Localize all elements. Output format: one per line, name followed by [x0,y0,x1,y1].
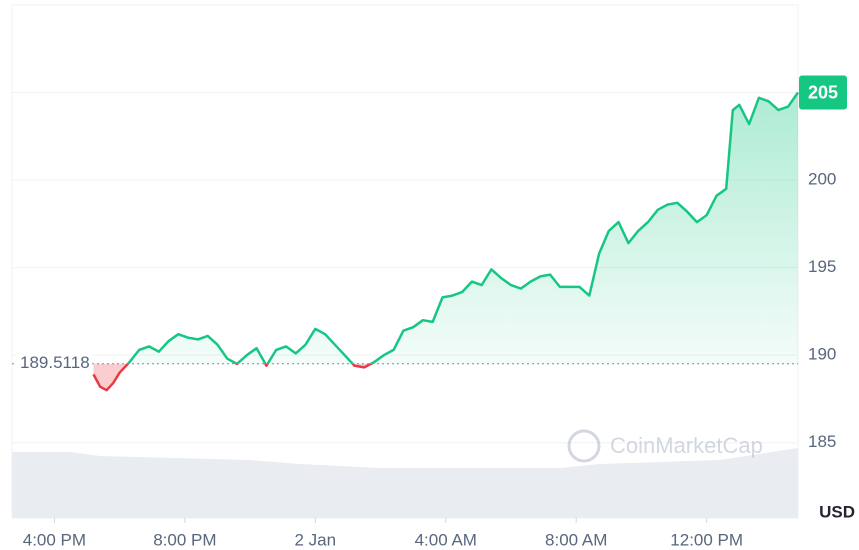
x-tick-label: 4:00 PM [23,530,86,549]
x-tick-label: 4:00 AM [415,530,477,549]
watermark-text: CoinMarketCap [610,433,763,458]
y-tick-label: 195 [808,257,836,276]
x-tick-label: 2 Jan [295,530,337,549]
price-tag [799,75,847,110]
x-tick-label: 8:00 PM [153,530,216,549]
currency-label: USD [819,502,855,521]
area-down [93,363,372,391]
watermark: CoinMarketCap [567,429,763,463]
y-tick-label: 190 [808,345,836,364]
price-tag-label: 205 [808,82,838,102]
x-tick-label: 12:00 PM [670,530,743,549]
price-line [126,91,800,364]
x-tick-label: 8:00 AM [545,530,607,549]
y-tick-label: 185 [808,432,836,451]
baseline-label: 189.5118 [20,353,90,372]
area-up [93,92,798,364]
y-tick-label: 200 [808,170,836,189]
volume-area [12,448,798,518]
baseline-label-bg [16,352,92,375]
